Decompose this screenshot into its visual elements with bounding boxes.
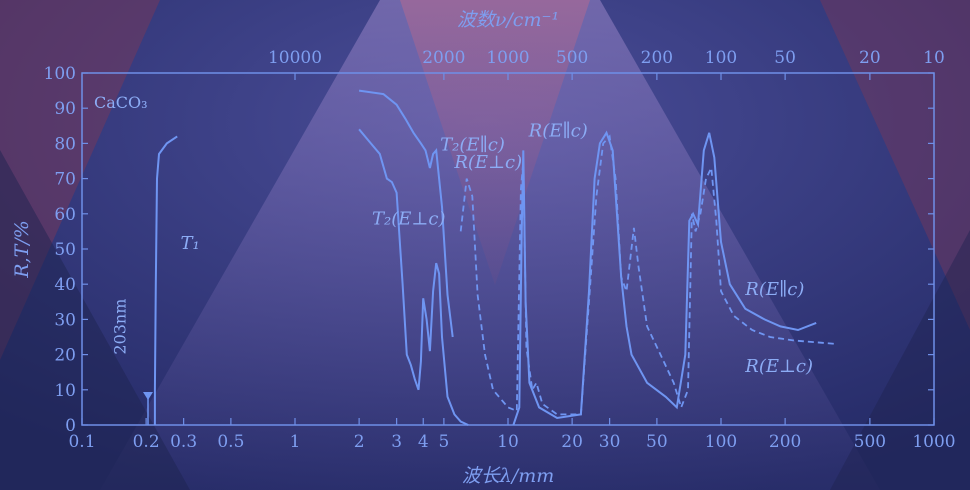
y-tick-label: 60 xyxy=(54,205,76,225)
annotation-label: T₁ xyxy=(180,233,199,254)
series-line-t1 xyxy=(153,135,178,425)
annotation-label: R(E∥c) xyxy=(744,279,804,300)
y-tick-label: 30 xyxy=(54,310,76,330)
x-tick-label: 0.5 xyxy=(217,432,244,452)
x-tick-label: 5 xyxy=(438,432,449,452)
curve-annotations: 203nmT₁T₂(E⊥c)T₂(E∥c)R(E⊥c)R(E∥c)R(E∥c)R… xyxy=(110,120,813,377)
x-tick-label: 0.1 xyxy=(68,432,95,452)
series-line-r-par xyxy=(512,130,817,426)
y-axis-ticks: 0 10 20 30 40 50 60 70 80 90 100 xyxy=(44,64,934,436)
y-tick-label: 50 xyxy=(54,240,76,260)
annotation-label: R(E⊥c) xyxy=(453,152,522,173)
x-tick-label: 100 xyxy=(705,432,737,452)
material-label: CaCO₃ xyxy=(94,93,148,112)
top-tick-label: 200 xyxy=(641,48,673,68)
y-tick-label: 10 xyxy=(54,381,76,401)
y-tick-label: 70 xyxy=(54,170,76,190)
top-tick-label: 100 xyxy=(705,48,737,68)
y-tick-label: 40 xyxy=(54,275,76,295)
top-axis-title: 波数ν/cm⁻¹ xyxy=(457,9,559,31)
x-tick-label: 0.3 xyxy=(170,432,197,452)
data-curves xyxy=(153,89,837,426)
y-tick-label: 90 xyxy=(54,99,76,119)
x-tick-label: 10 xyxy=(497,432,519,452)
wavelength-marker-arrow xyxy=(143,392,153,400)
annotation-203nm: 203nm xyxy=(110,299,129,355)
annotation-label: R(E⊥c) xyxy=(744,356,813,377)
top-tick-label: 500 xyxy=(556,48,588,68)
x-tick-label: 4 xyxy=(418,432,429,452)
top-tick-label: 10 xyxy=(923,48,945,68)
top-tick-label: 50 xyxy=(774,48,796,68)
x-tick-label: 1000 xyxy=(912,432,955,452)
y-tick-label: 80 xyxy=(54,134,76,154)
x-tick-label: 30 xyxy=(599,432,621,452)
x-axis-ticks: 0.1 0.2 0.3 0.5 1 2 3 4 5 10 20 30 50 100 200 500 1000 xyxy=(68,418,956,452)
top-axis-ticks: 10000 2000 1000 500 200 100 50 20 10 xyxy=(268,48,945,80)
x-tick-label: 2 xyxy=(354,432,365,452)
annotation-label: T₂(E∥c) xyxy=(440,134,505,155)
y-axis-title: R,T/% xyxy=(11,220,33,278)
y-tick-label: 100 xyxy=(44,64,76,84)
top-tick-label: 1000 xyxy=(486,48,529,68)
series-line-t2-par xyxy=(358,89,454,338)
annotation-label: R(E∥c) xyxy=(528,120,588,141)
y-tick-label: 20 xyxy=(54,346,76,366)
x-tick-label: 20 xyxy=(561,432,583,452)
x-tick-label: 500 xyxy=(854,432,886,452)
y-tick-label: 0 xyxy=(65,416,76,436)
bottom-axis-title: 波长λ/mm xyxy=(462,465,554,487)
top-tick-label: 20 xyxy=(859,48,881,68)
x-tick-label: 3 xyxy=(391,432,402,452)
x-tick-label: 50 xyxy=(646,432,668,452)
top-tick-label: 10000 xyxy=(268,48,322,68)
annotation-label: T₂(E⊥c) xyxy=(372,208,445,229)
series-line-t2-perp xyxy=(358,128,469,426)
top-tick-label: 2000 xyxy=(422,48,465,68)
x-tick-label: 0.2 xyxy=(133,432,160,452)
x-tick-label: 1 xyxy=(290,432,301,452)
x-tick-label: 200 xyxy=(769,432,801,452)
